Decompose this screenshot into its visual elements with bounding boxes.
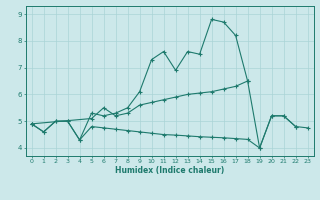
- X-axis label: Humidex (Indice chaleur): Humidex (Indice chaleur): [115, 166, 224, 175]
